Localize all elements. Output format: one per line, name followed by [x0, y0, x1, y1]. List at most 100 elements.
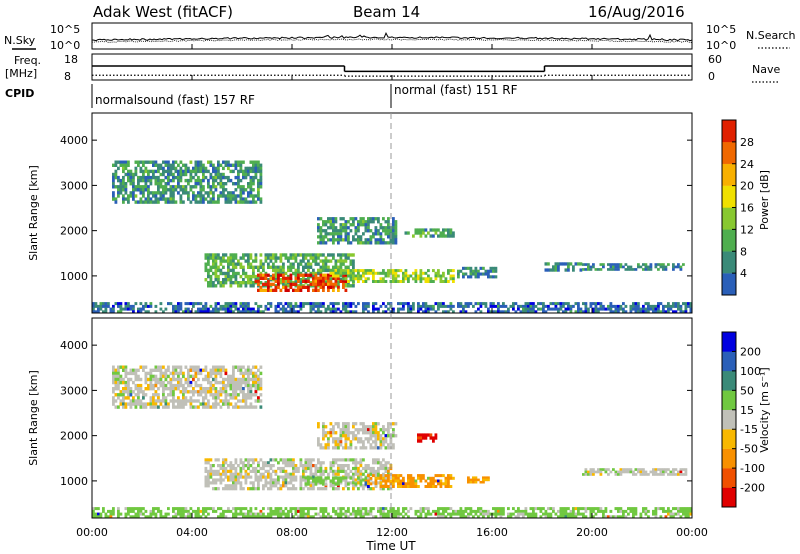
power-ytick-3: 4000 [60, 134, 88, 147]
velocity-cell [477, 478, 480, 482]
velocity-cell [359, 440, 363, 444]
power-cell [342, 217, 345, 221]
velocity-cell [682, 473, 685, 476]
power-cell [659, 265, 663, 269]
power-cell [239, 310, 243, 314]
velocity-cell [292, 458, 295, 462]
power-cell [419, 269, 423, 273]
power-cell [184, 310, 188, 314]
velocity-cell [384, 440, 388, 444]
velocity-cell [494, 509, 498, 513]
power-cell [319, 302, 323, 306]
velocity-cell [304, 507, 308, 511]
power-cell [162, 188, 165, 192]
power-cell [287, 265, 290, 269]
velocity-cell [152, 383, 155, 388]
velocity-cell [632, 470, 635, 474]
velocity-cell [112, 387, 115, 391]
beam-title: Beam 14 [353, 3, 420, 21]
power-cell [414, 228, 418, 232]
velocity-cell [397, 507, 400, 511]
velocity-cell [374, 476, 378, 480]
power-cell [284, 302, 288, 306]
power-cell [297, 268, 300, 273]
power-cell [234, 278, 238, 282]
power-cell [112, 185, 115, 189]
power-cell [532, 302, 535, 306]
power-cell [414, 277, 418, 281]
power-cell [507, 307, 510, 311]
velocity-cell [157, 393, 160, 397]
velocity-cell [317, 512, 320, 516]
power-cell [117, 185, 120, 189]
velocity-cell [187, 390, 190, 394]
power-cell [117, 302, 120, 306]
velocity-cell [207, 481, 210, 485]
power-cell [217, 160, 220, 164]
velocity-cell [144, 380, 148, 385]
velocity-cell [432, 479, 435, 483]
power-cell [192, 166, 195, 171]
power-cell [234, 307, 238, 311]
power-cell [157, 185, 160, 189]
velocity-cell [114, 405, 118, 409]
power-cell [322, 285, 325, 289]
velocity-cell [237, 393, 240, 397]
power-cell [202, 307, 205, 311]
power-cell [369, 238, 373, 242]
power-cell [372, 271, 375, 275]
velocity-cell [289, 475, 293, 479]
power-cell [317, 304, 320, 308]
power-cell [437, 228, 440, 232]
velocity-cell [234, 515, 238, 519]
power-cell [657, 307, 660, 311]
power-cell [209, 160, 213, 164]
power-cell [652, 310, 655, 314]
velocity-cell [312, 464, 315, 468]
velocity-cell [237, 365, 240, 369]
power-cell [227, 278, 230, 282]
power-cell [139, 307, 143, 311]
velocity-cell [229, 475, 233, 479]
velocity-cell [189, 507, 193, 511]
velocity-cell [139, 390, 143, 394]
velocity-cell [369, 512, 373, 516]
power-cell [214, 166, 218, 171]
velocity-cell [277, 461, 280, 465]
power-cbar-swatch-6 [722, 141, 736, 164]
power-cell [187, 302, 190, 306]
power-cell [629, 310, 633, 314]
velocity-cell [149, 405, 153, 409]
velocity-cell [224, 383, 228, 388]
velocity-cell [484, 478, 488, 482]
power-cell [264, 304, 268, 308]
velocity-cell [352, 478, 355, 482]
power-cell [219, 271, 223, 276]
power-cell [637, 265, 640, 269]
power-cell [417, 231, 420, 235]
velocity-cell [354, 434, 358, 438]
velocity-cell [569, 512, 573, 516]
power-cell [372, 307, 375, 311]
velocity-cell [282, 512, 285, 516]
velocity-cell [337, 466, 340, 471]
power-cbar-swatch-2 [722, 229, 736, 252]
power-cell [599, 307, 603, 311]
power-cell [254, 194, 258, 198]
power-cell [172, 304, 175, 308]
power-cell [239, 185, 243, 189]
power-cell [289, 310, 293, 314]
velocity-cell [149, 396, 153, 400]
power-cell [307, 288, 310, 292]
velocity-cell [127, 377, 130, 382]
velocity-cell [267, 461, 270, 465]
velocity-cell [227, 374, 230, 379]
station-title: Adak West (fitACF) [93, 3, 233, 21]
power-cell [269, 304, 273, 308]
velocity-cell [232, 371, 235, 376]
power-cell [227, 262, 230, 266]
power-cell [124, 191, 128, 195]
velocity-cell [589, 507, 593, 511]
velocity-cell [449, 476, 453, 480]
velocity-cell [197, 383, 200, 388]
